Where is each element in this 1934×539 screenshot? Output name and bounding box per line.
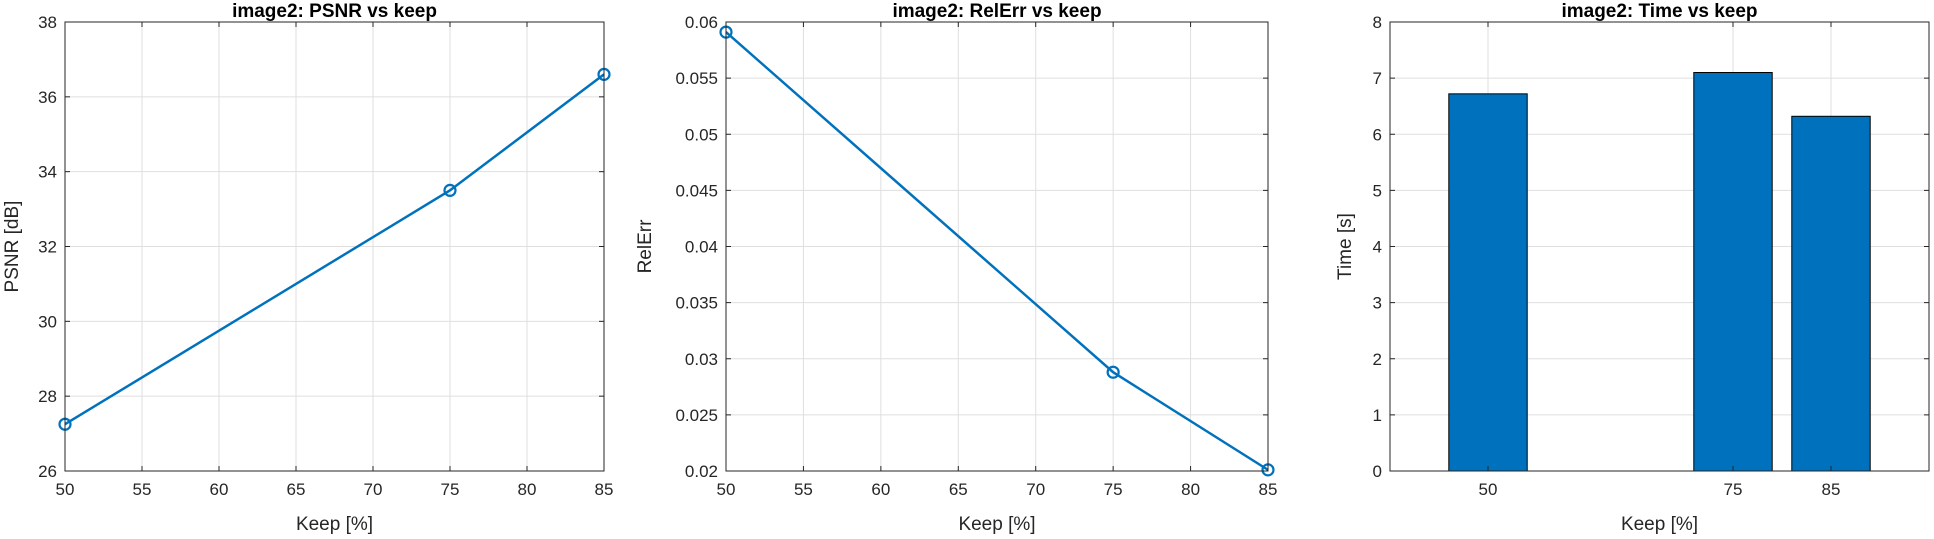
y-tick-label: 0.03 [685, 350, 718, 369]
y-tick-label: 0.02 [685, 462, 718, 481]
x-tick-label: 80 [1181, 480, 1200, 499]
y-tick-label: 6 [1373, 125, 1382, 144]
x-tick-label: 85 [1259, 480, 1278, 499]
x-tick-label: 50 [717, 480, 736, 499]
chart-title: image2: PSNR vs keep [232, 1, 437, 22]
x-axis-label: Keep [%] [1621, 514, 1698, 535]
y-tick-label: 0.04 [685, 238, 718, 257]
x-tick-label: 65 [287, 480, 306, 499]
x-tick-label: 70 [364, 480, 383, 499]
y-tick-label: 0.05 [685, 125, 718, 144]
chart-panel-3: 50 75 85 0 1 2 3 4 5 6 7 8 image2: Time vs keep Keep … [1335, 1, 1930, 535]
x-tick-label: 65 [949, 480, 968, 499]
y-tick-label: 0.025 [675, 406, 718, 425]
y-tick-label: 36 [38, 88, 57, 107]
series-line [725, 31, 1269, 471]
y-tick-label: 0.035 [675, 294, 718, 313]
chart-title: image2: RelErr vs keep [892, 1, 1101, 22]
x-tick-label: 85 [1822, 480, 1841, 499]
y-axis-label: RelErr [635, 219, 656, 274]
x-tick-label: 70 [1026, 480, 1045, 499]
y-tick-label: 28 [38, 387, 57, 406]
y-tick-label: 3 [1373, 294, 1382, 313]
y-tick-label: 0.055 [675, 69, 718, 88]
y-tick-label: 8 [1373, 13, 1382, 32]
y-tick-label: 0.06 [685, 13, 718, 32]
bar [1693, 72, 1773, 472]
y-tick-label: 38 [38, 13, 57, 32]
x-tick-label: 75 [1724, 480, 1743, 499]
x-tick-label: 80 [518, 480, 537, 499]
x-axis-label: Keep [%] [296, 514, 373, 535]
y-tick-label: 0.045 [675, 181, 718, 200]
series-line [64, 73, 605, 426]
y-tick-label: 5 [1373, 181, 1382, 200]
x-tick-label: 55 [133, 480, 152, 499]
x-tick-label: 75 [441, 480, 460, 499]
data-point-marker [1106, 365, 1120, 379]
x-axis-label: Keep [%] [958, 514, 1035, 535]
y-tick-label: 30 [38, 312, 57, 331]
x-tick-label: 85 [595, 480, 614, 499]
data-point-marker [443, 183, 457, 197]
y-axis-label: PSNR [dB] [2, 201, 23, 293]
x-tick-label: 60 [210, 480, 229, 499]
bar [1448, 93, 1528, 472]
x-tick-label: 50 [1479, 480, 1498, 499]
chart-panel-1: 50 55 60 65 70 75 80 85 26 28 30 32 34 36 38 image2: PS… [2, 1, 613, 535]
x-tick-label: 60 [871, 480, 890, 499]
y-tick-label: 4 [1373, 238, 1382, 257]
x-tick-label: 55 [794, 480, 813, 499]
x-tick-label: 50 [56, 480, 75, 499]
y-tick-label: 26 [38, 462, 57, 481]
y-tick-label: 34 [38, 163, 57, 182]
bar [1791, 115, 1871, 472]
y-axis-label: Time [s] [1335, 213, 1356, 280]
chart-panel-2: 50 55 60 65 70 75 80 85 0.02 0.025 0.03 0.035 0.04 0.… [635, 1, 1277, 535]
x-tick-label: 75 [1104, 480, 1123, 499]
y-tick-label: 1 [1373, 406, 1382, 425]
y-tick-label: 32 [38, 238, 57, 257]
y-tick-label: 7 [1373, 69, 1382, 88]
y-tick-label: 2 [1373, 350, 1382, 369]
chart-title: image2: Time vs keep [1561, 1, 1757, 22]
y-tick-label: 0 [1373, 462, 1382, 481]
